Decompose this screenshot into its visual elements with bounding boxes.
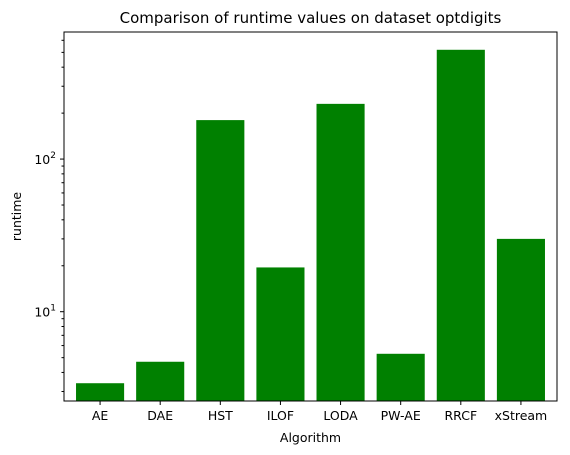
x-axis-ticks: AE DAE HST ILOF LODA PW-AE RRCF xStream xyxy=(92,401,547,423)
x-tick-label: LODA xyxy=(323,408,358,423)
x-tick-label: HST xyxy=(208,408,233,423)
y-tick-label: 102 xyxy=(34,151,56,167)
x-tick-label: AE xyxy=(92,408,109,423)
chart-title: Comparison of runtime values on dataset … xyxy=(120,9,502,27)
bar-rrcf xyxy=(436,49,485,401)
bar-ilof xyxy=(256,267,305,401)
bar-ae xyxy=(76,383,125,401)
x-tick-label: xStream xyxy=(495,408,548,423)
bar-dae xyxy=(136,361,185,401)
bar-pw-ae xyxy=(376,353,425,401)
y-axis-label: runtime xyxy=(9,192,24,242)
x-tick-label: ILOF xyxy=(267,408,294,423)
bar-loda xyxy=(316,103,365,401)
bar-xstream xyxy=(496,238,545,401)
x-tick-label: RRCF xyxy=(444,408,477,423)
y-axis-ticks: 101 102 xyxy=(34,39,64,393)
x-axis-label: Algorithm xyxy=(280,430,341,445)
x-tick-label: DAE xyxy=(147,408,173,423)
x-tick-label: PW-AE xyxy=(381,408,421,423)
y-tick-label: 101 xyxy=(34,304,56,320)
bar-hst xyxy=(196,120,245,401)
plot-frame xyxy=(63,31,558,402)
bars-group xyxy=(76,49,545,401)
